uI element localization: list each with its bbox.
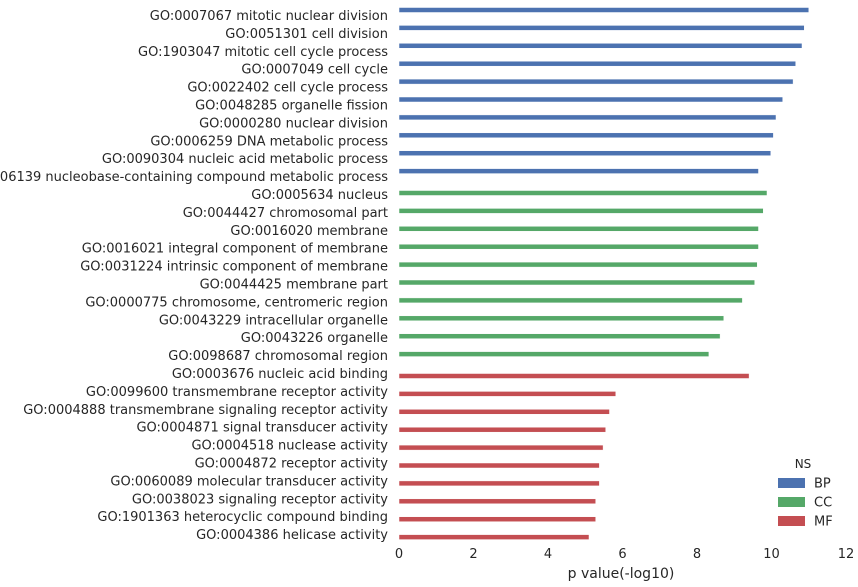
x-tick-label: 10 bbox=[763, 547, 780, 562]
category-label: GO:0007049 cell cycle bbox=[241, 63, 388, 78]
bar-cc bbox=[398, 226, 759, 232]
bar-cc bbox=[398, 351, 710, 357]
category-label: GO:0006259 DNA metabolic process bbox=[150, 134, 388, 149]
bar-bp bbox=[398, 7, 810, 13]
category-label: GO:0006139 nucleobase-containing compoun… bbox=[0, 170, 388, 185]
bar-cc bbox=[398, 333, 721, 339]
legend-swatch-bp bbox=[778, 478, 805, 488]
bar-mf bbox=[398, 462, 600, 469]
bars-layer bbox=[398, 7, 810, 540]
bar-mf bbox=[398, 373, 750, 379]
x-tick-label: 4 bbox=[544, 547, 552, 562]
bar-bp bbox=[398, 132, 774, 139]
x-tick-label: 12 bbox=[838, 547, 855, 562]
bar-bp bbox=[398, 96, 783, 103]
bar-bp bbox=[398, 78, 794, 85]
bar-mf bbox=[398, 498, 596, 505]
category-label: GO:0022402 cell cycle process bbox=[187, 81, 388, 96]
category-label: GO:0051301 cell division bbox=[225, 27, 388, 42]
category-label: GO:0090304 nucleic acid metabolic proces… bbox=[102, 152, 388, 167]
category-label: GO:0000775 chromosome, centromeric regio… bbox=[85, 295, 388, 310]
category-label: GO:0003676 nucleic acid binding bbox=[172, 367, 388, 382]
bar-bp bbox=[398, 168, 759, 174]
category-label: GO:0060089 molecular transducer activity bbox=[110, 474, 388, 489]
x-tick-label: 0 bbox=[395, 547, 403, 562]
category-label: GO:0007067 mitotic nuclear division bbox=[150, 9, 388, 24]
legend-swatch-cc bbox=[778, 497, 805, 507]
bar-bp bbox=[398, 25, 805, 31]
category-labels: GO:0007067 mitotic nuclear division GO:00… bbox=[0, 9, 388, 543]
legend-label-bp: BP bbox=[814, 477, 831, 492]
bar-bp bbox=[398, 114, 777, 121]
category-label: GO:0043226 organelle bbox=[241, 331, 388, 346]
category-label: GO:0000280 nuclear division bbox=[199, 116, 388, 131]
bar-mf bbox=[398, 534, 590, 540]
category-label: GO:0005634 nucleus bbox=[251, 188, 388, 203]
legend-label-mf: MF bbox=[814, 515, 833, 530]
bar-mf bbox=[398, 391, 617, 397]
bar-bp bbox=[398, 43, 803, 49]
category-label: GO:0004386 helicase activity bbox=[196, 528, 388, 543]
bar-cc bbox=[398, 297, 743, 304]
category-label: GO:0044425 membrane part bbox=[200, 278, 388, 293]
bar-mf bbox=[398, 426, 606, 433]
x-axis-title: p value(-log10) bbox=[568, 566, 675, 582]
category-label: GO:0044427 chromosomal part bbox=[183, 206, 388, 221]
bar-mf bbox=[398, 444, 604, 451]
bar-bp bbox=[398, 150, 772, 156]
x-tick-label: 8 bbox=[693, 547, 701, 562]
category-label: GO:0004518 nuclease activity bbox=[191, 439, 388, 454]
category-label: GO:0099600 transmembrane receptor activi… bbox=[86, 385, 388, 400]
legend-label-cc: CC bbox=[814, 496, 832, 511]
category-label: GO:0098687 chromosomal region bbox=[168, 349, 388, 364]
bar-bp bbox=[398, 60, 796, 67]
category-label: GO:0004872 receptor activity bbox=[195, 457, 389, 472]
category-label: GO:0004871 signal transducer activity bbox=[136, 421, 388, 436]
bar-cc bbox=[398, 261, 758, 268]
legend-title: NS bbox=[795, 457, 812, 471]
bar-mf bbox=[398, 409, 610, 415]
bar-cc bbox=[398, 190, 768, 196]
bar-cc bbox=[398, 243, 759, 250]
bar-cc bbox=[398, 315, 725, 322]
bar-mf bbox=[398, 516, 596, 522]
legend: NS BP CC MF bbox=[778, 457, 833, 530]
x-tick-label: 2 bbox=[469, 547, 477, 562]
legend-swatch-mf bbox=[778, 516, 805, 526]
bar-cc bbox=[398, 279, 755, 286]
bar-cc bbox=[398, 208, 764, 214]
category-label: GO:0038023 signaling receptor activity bbox=[132, 492, 388, 507]
category-label: GO:0043229 intracellular organelle bbox=[159, 313, 388, 328]
x-tick-label: 6 bbox=[618, 547, 626, 562]
category-label: GO:0004888 transmembrane signaling recep… bbox=[23, 403, 388, 418]
category-label: GO:0048285 organelle fission bbox=[195, 99, 388, 114]
x-axis: 0 2 4 6 8 10 12 bbox=[395, 547, 854, 562]
category-label: GO:0031224 intrinsic component of membra… bbox=[80, 260, 388, 275]
category-label: GO:0016021 integral component of membran… bbox=[82, 242, 388, 257]
category-label: GO:1903047 mitotic cell cycle process bbox=[138, 45, 388, 60]
category-label: GO:1901363 heterocyclic compound binding bbox=[97, 510, 388, 525]
bar-mf bbox=[398, 480, 600, 487]
category-label: GO:0016020 membrane bbox=[230, 224, 388, 239]
